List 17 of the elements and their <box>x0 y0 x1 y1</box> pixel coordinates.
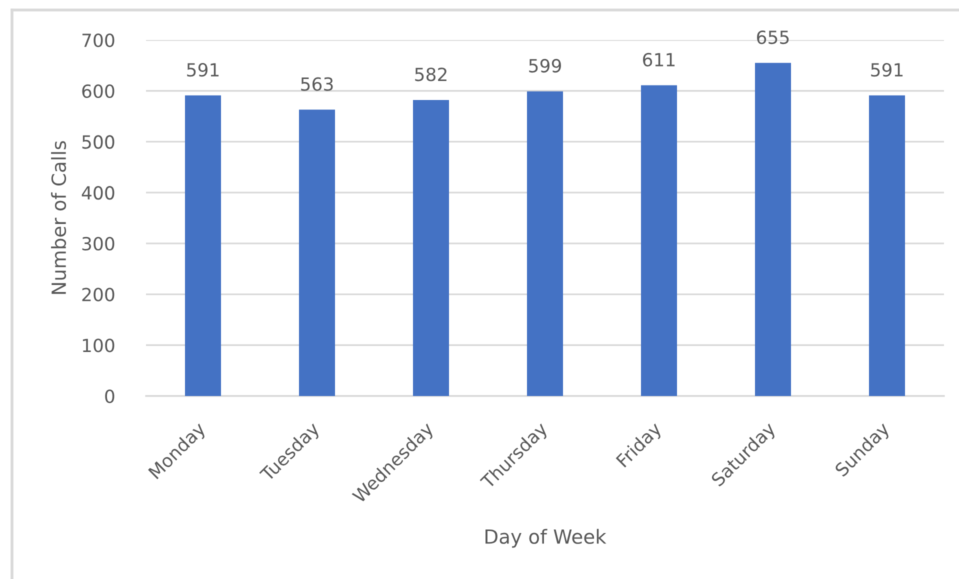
y-tick-label: 600 <box>82 84 114 98</box>
y-tick-label: 400 <box>82 186 114 200</box>
y-tick-label: 100 <box>82 338 114 352</box>
data-label: 591 <box>871 63 903 77</box>
y-tick-label: 500 <box>82 135 114 149</box>
data-label: 591 <box>187 63 219 77</box>
data-label: 563 <box>301 77 333 91</box>
x-axis-title: Day of Week <box>486 528 606 548</box>
data-label: 611 <box>643 52 675 66</box>
y-tick-label: 0 <box>105 389 114 404</box>
y-axis-title: Number of Calls <box>51 141 66 294</box>
data-label: 655 <box>757 30 789 44</box>
data-label: 599 <box>529 58 561 73</box>
data-label: 582 <box>415 68 446 82</box>
y-tick-label: 300 <box>82 236 114 251</box>
y-tick-label: 700 <box>82 33 114 48</box>
y-tick-label: 200 <box>82 288 114 302</box>
